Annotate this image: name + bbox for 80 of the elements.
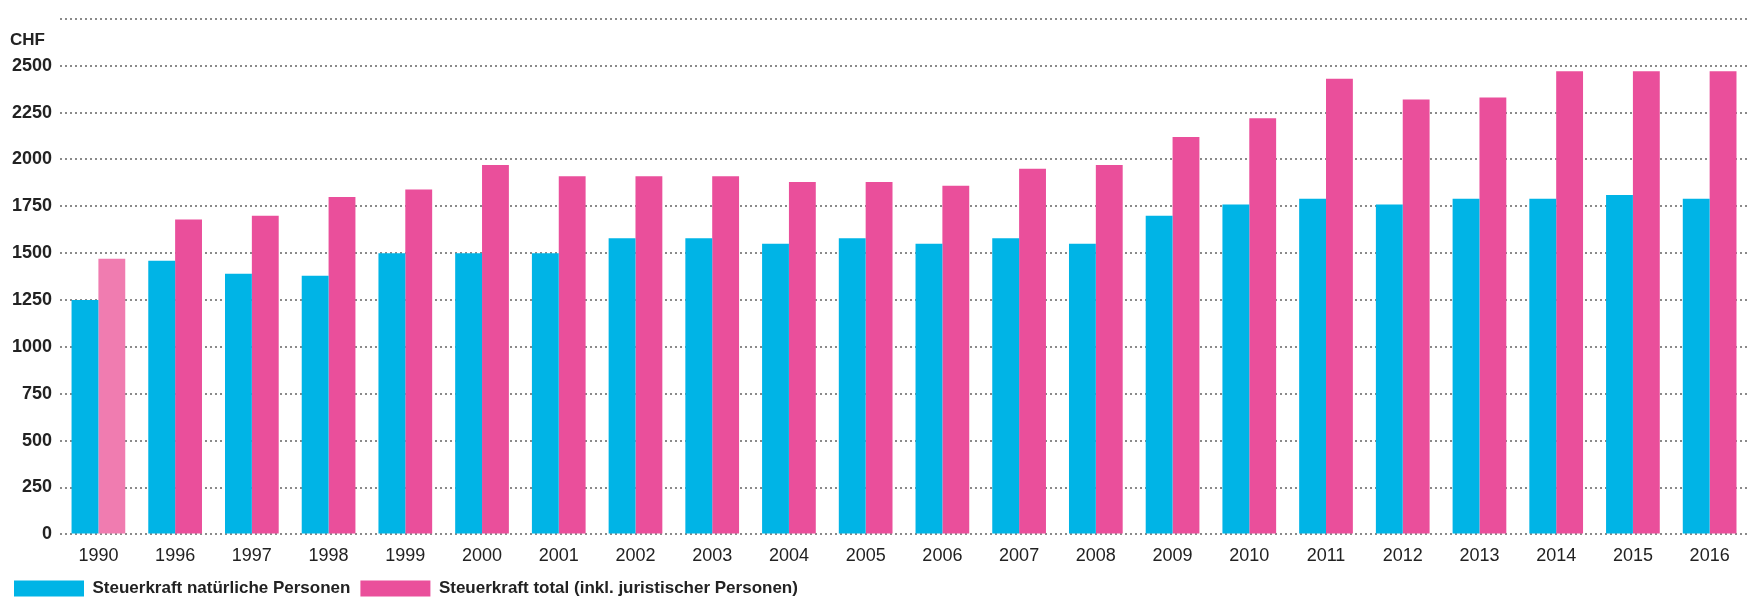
bar bbox=[1299, 198, 1327, 534]
y-tick-label: 2250 bbox=[12, 101, 53, 122]
bar bbox=[1479, 97, 1507, 534]
x-tick-label: 2002 bbox=[615, 545, 656, 566]
x-tick-label: 2012 bbox=[1382, 545, 1423, 566]
bar bbox=[1632, 71, 1660, 534]
bar bbox=[1606, 195, 1633, 534]
y-tick-label: 1250 bbox=[12, 289, 53, 310]
y-tick-label: 500 bbox=[22, 429, 53, 450]
bar bbox=[251, 215, 279, 534]
legend-label: Steuerkraft natürliche Personen bbox=[92, 578, 351, 598]
bar bbox=[1402, 99, 1430, 534]
y-tick-label: 1500 bbox=[12, 242, 53, 263]
bar bbox=[558, 176, 586, 534]
y-tick-label: 1000 bbox=[12, 335, 53, 356]
x-tick-label: 2006 bbox=[922, 545, 963, 566]
x-tick-label: 1999 bbox=[385, 545, 426, 566]
x-tick-label: 2008 bbox=[1075, 545, 1116, 566]
y-tick-label: 2500 bbox=[12, 54, 53, 75]
bar bbox=[175, 219, 202, 534]
x-tick-label: 2003 bbox=[692, 545, 733, 566]
bar bbox=[1452, 198, 1480, 534]
bar bbox=[1222, 204, 1250, 534]
x-tick-label: 1997 bbox=[231, 545, 272, 566]
y-tick-label: 1750 bbox=[12, 195, 53, 216]
x-tick-label: 2016 bbox=[1689, 545, 1730, 566]
bar bbox=[838, 238, 866, 534]
bar bbox=[328, 196, 356, 534]
bar bbox=[1529, 198, 1557, 534]
y-tick-label: 0 bbox=[42, 523, 53, 544]
y-tick-label: 2000 bbox=[12, 148, 53, 169]
x-tick-label: 2014 bbox=[1536, 545, 1577, 566]
bar bbox=[1326, 78, 1353, 534]
bar bbox=[915, 243, 943, 534]
bar bbox=[788, 181, 816, 534]
bar bbox=[148, 260, 176, 534]
bar bbox=[405, 189, 433, 534]
x-tick-label: 1990 bbox=[78, 545, 119, 566]
x-tick-label: 2004 bbox=[768, 545, 809, 566]
bar bbox=[685, 238, 713, 534]
x-tick-label: 2007 bbox=[999, 545, 1040, 566]
y-axis-title: CHF bbox=[10, 30, 45, 50]
bar bbox=[712, 176, 740, 534]
x-tick-label: 1998 bbox=[308, 545, 349, 566]
bar bbox=[762, 243, 789, 534]
bar bbox=[1095, 165, 1123, 534]
x-tick-label: 2009 bbox=[1152, 545, 1193, 566]
bar bbox=[865, 181, 893, 534]
bar bbox=[1556, 71, 1584, 534]
bar bbox=[1375, 204, 1403, 534]
x-tick-label: 1996 bbox=[155, 545, 196, 566]
bar bbox=[942, 185, 970, 534]
x-tick-label: 2001 bbox=[538, 545, 579, 566]
bar bbox=[635, 176, 663, 534]
x-tick-label: 2000 bbox=[462, 545, 503, 566]
x-tick-label: 2015 bbox=[1612, 545, 1653, 566]
legend-label: Steuerkraft total (inkl. juristischer Personen) bbox=[438, 578, 798, 598]
bar bbox=[1172, 136, 1200, 534]
bar bbox=[531, 253, 559, 534]
bar bbox=[225, 273, 252, 534]
y-tick-label: 750 bbox=[22, 382, 53, 403]
x-tick-label: 2005 bbox=[845, 545, 886, 566]
bar bbox=[1709, 71, 1737, 534]
bar bbox=[992, 238, 1020, 534]
bar bbox=[301, 275, 329, 534]
y-tick-label: 250 bbox=[22, 476, 53, 497]
bar bbox=[608, 238, 636, 534]
bar bbox=[1068, 243, 1096, 534]
bar bbox=[98, 258, 126, 534]
bar bbox=[71, 300, 99, 534]
bar bbox=[1145, 215, 1173, 534]
bar bbox=[482, 165, 509, 534]
x-tick-label: 2010 bbox=[1229, 545, 1270, 566]
bar bbox=[455, 253, 483, 534]
x-tick-label: 2013 bbox=[1459, 545, 1500, 566]
bar bbox=[378, 253, 406, 534]
bar bbox=[1019, 168, 1046, 534]
x-tick-label: 2011 bbox=[1306, 545, 1346, 566]
bar bbox=[1249, 118, 1277, 534]
bar bbox=[1682, 198, 1710, 534]
